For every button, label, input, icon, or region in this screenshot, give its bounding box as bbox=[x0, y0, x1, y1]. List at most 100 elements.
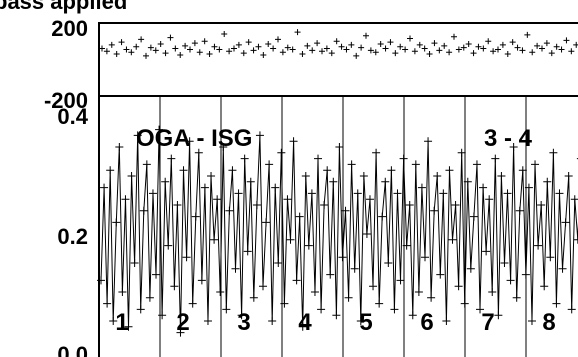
bottom-point bbox=[145, 293, 154, 302]
top-point bbox=[534, 42, 541, 49]
bottom-point bbox=[353, 189, 362, 198]
bottom-point bbox=[317, 305, 326, 314]
top-point bbox=[152, 47, 159, 54]
bottom-point bbox=[121, 195, 130, 204]
bottom-point bbox=[573, 235, 578, 244]
bottom-point bbox=[518, 166, 527, 175]
top-point bbox=[294, 29, 301, 36]
bottom-point bbox=[466, 264, 475, 273]
bottom-point bbox=[537, 201, 546, 209]
bottom-point bbox=[277, 148, 286, 157]
bottom-point bbox=[103, 299, 112, 308]
top-point bbox=[402, 46, 409, 53]
bottom-point bbox=[372, 148, 381, 157]
top-ytick-neg200: -200 bbox=[44, 88, 88, 113]
bottom-point bbox=[243, 247, 252, 256]
top-point bbox=[299, 51, 306, 58]
bottom-point bbox=[228, 166, 237, 175]
top-point bbox=[363, 32, 369, 39]
top-point bbox=[167, 34, 174, 41]
top-point bbox=[455, 46, 462, 53]
top-point bbox=[323, 45, 330, 52]
bottom-point bbox=[457, 148, 466, 157]
top-point bbox=[568, 48, 575, 55]
top-point bbox=[240, 50, 247, 57]
bottom-point bbox=[381, 177, 390, 186]
bottom-point bbox=[295, 212, 304, 221]
bottom-point bbox=[252, 201, 261, 209]
bottom-point bbox=[188, 299, 197, 308]
top-point bbox=[348, 41, 355, 48]
bottom-point bbox=[433, 172, 442, 180]
bottom-point bbox=[167, 154, 176, 163]
top-point bbox=[387, 39, 394, 46]
bottom-point bbox=[210, 235, 219, 244]
bottom-point bbox=[112, 218, 121, 227]
top-point bbox=[397, 43, 404, 50]
top-point bbox=[99, 45, 105, 52]
bottom-point bbox=[249, 293, 258, 302]
top-point bbox=[490, 48, 497, 55]
top-point bbox=[436, 47, 443, 54]
top-point bbox=[235, 41, 242, 48]
top-point bbox=[514, 44, 521, 51]
bottom-point bbox=[170, 282, 179, 291]
bottom-point bbox=[259, 282, 267, 291]
bottom-point bbox=[506, 276, 515, 285]
bottom-point bbox=[234, 189, 243, 198]
top-point bbox=[333, 38, 340, 45]
top-point bbox=[392, 50, 399, 57]
top-point bbox=[314, 40, 321, 47]
bottom-point bbox=[283, 195, 292, 204]
bottom-point bbox=[335, 143, 344, 151]
bottom-point bbox=[384, 259, 393, 267]
bottom-point bbox=[417, 183, 426, 192]
top-point bbox=[284, 44, 291, 51]
bottom-point bbox=[127, 172, 136, 180]
bottom-point bbox=[130, 259, 139, 267]
top-point bbox=[451, 33, 457, 40]
segment-label: 1 bbox=[115, 309, 128, 336]
top-point bbox=[231, 45, 237, 52]
bottom-point bbox=[97, 276, 105, 285]
top-point bbox=[539, 45, 545, 52]
bottom-point bbox=[265, 160, 274, 169]
bottom-point bbox=[515, 206, 524, 215]
top-point bbox=[177, 51, 184, 58]
bottom-point bbox=[482, 247, 491, 256]
bottom-point bbox=[152, 270, 161, 279]
bottom-point bbox=[387, 166, 396, 175]
bottom-point bbox=[408, 311, 417, 320]
top-point bbox=[553, 43, 560, 50]
segment-label: 5 bbox=[359, 309, 372, 336]
bottom-point bbox=[304, 241, 313, 250]
bottom-point bbox=[109, 317, 118, 325]
top-point bbox=[133, 43, 140, 50]
top-point bbox=[279, 49, 286, 56]
bottom-point bbox=[307, 189, 316, 198]
bottom-point bbox=[314, 154, 323, 163]
top-point bbox=[338, 43, 345, 50]
segment-dividers bbox=[159, 96, 527, 357]
bottom-point bbox=[451, 201, 460, 209]
top-point bbox=[319, 48, 325, 55]
top-point bbox=[260, 51, 267, 58]
top-point bbox=[255, 43, 262, 50]
top-point bbox=[138, 36, 145, 43]
bottom-point bbox=[555, 189, 564, 198]
top-point bbox=[226, 48, 233, 55]
bottom-point bbox=[549, 148, 558, 157]
bottom-point bbox=[200, 183, 209, 192]
bottom-point bbox=[155, 125, 164, 134]
bottom-point bbox=[237, 311, 246, 320]
top-point bbox=[118, 39, 125, 46]
segment-label: 6 bbox=[420, 309, 433, 336]
bottom-point bbox=[448, 235, 457, 244]
bottom-point bbox=[469, 212, 478, 221]
bottom-panel-frame bbox=[98, 95, 578, 357]
top-point bbox=[113, 51, 120, 58]
bottom-point bbox=[203, 317, 212, 325]
top-ytick-200: 200 bbox=[51, 16, 88, 41]
top-point bbox=[103, 48, 110, 55]
bottom-point bbox=[329, 177, 338, 186]
